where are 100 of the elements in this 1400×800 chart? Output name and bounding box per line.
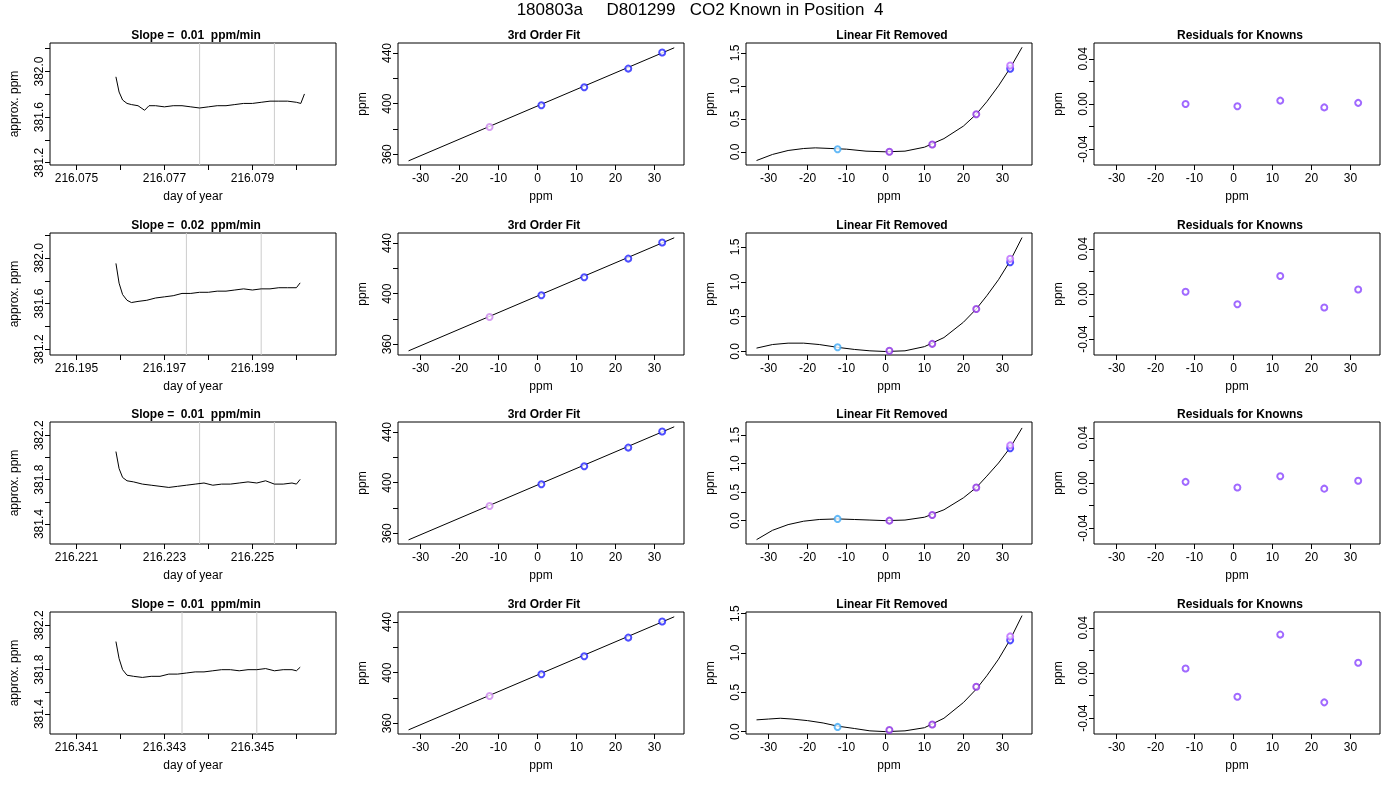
y-tick-label: -0.04 <box>1076 324 1090 353</box>
y-tick-label: 381.6 <box>32 287 46 319</box>
y-tick-label: 0.5 <box>728 110 742 128</box>
x-axis-title: ppm <box>877 189 901 203</box>
y-axis-title: ppm <box>1051 92 1065 116</box>
chart-title: Linear Fit Removed <box>836 407 948 421</box>
y-tick-label: 0.04 <box>1076 425 1090 450</box>
x-tick-label: 216.341 <box>54 739 99 754</box>
x-tick-label: 216.075 <box>54 171 99 185</box>
y-tick-label: 0.00 <box>1076 281 1090 306</box>
y-tick-label: 382.2 <box>32 419 46 451</box>
x-tick-label: 20 <box>956 550 971 564</box>
x-tick-label: 30 <box>1343 739 1358 754</box>
x-tick-label: -20 <box>798 171 817 185</box>
y-tick-label: 360 <box>380 333 394 354</box>
x-tick-label: -30 <box>1107 171 1126 185</box>
x-axis-title: ppm <box>529 189 553 203</box>
y-tick-label: 0.04 <box>1076 615 1090 639</box>
y-axis-title: ppm <box>1051 281 1065 306</box>
x-axis-title: ppm <box>1225 378 1249 393</box>
y-tick-label: 400 <box>380 282 394 304</box>
chart-title: Linear Fit Removed <box>836 217 948 232</box>
y-tick-label: 381.4 <box>32 508 46 540</box>
x-tick-label: -10 <box>837 360 856 375</box>
y-tick-label: 0.0 <box>728 143 742 161</box>
x-tick-label: -30 <box>759 171 778 185</box>
y-tick-label: 0.0 <box>728 722 742 740</box>
x-tick-label: -20 <box>1146 360 1165 375</box>
x-tick-label: 216.077 <box>142 171 187 185</box>
y-tick-label: 360 <box>380 144 394 165</box>
x-tick-label: 0 <box>534 739 542 754</box>
y-tick-label: 0.04 <box>1076 236 1090 260</box>
x-tick-label: -10 <box>1185 360 1204 375</box>
y-tick-label: 0.04 <box>1076 46 1090 71</box>
x-tick-label: 10 <box>1265 360 1280 375</box>
y-tick-label: 0.5 <box>728 483 742 501</box>
x-tick-label: 20 <box>1304 739 1319 754</box>
chart-title: Slope = 0.01 ppm/min <box>131 596 261 611</box>
y-axis-title: approx. ppm <box>7 70 21 138</box>
chart-title: 3rd Order Fit <box>507 28 581 42</box>
y-tick-label: 381.2 <box>32 147 46 178</box>
x-tick-label: 20 <box>608 171 623 185</box>
x-tick-label: 10 <box>917 739 932 754</box>
chart-title: Linear Fit Removed <box>836 28 948 42</box>
y-tick-label: -0.04 <box>1076 514 1090 542</box>
x-tick-label: 10 <box>569 171 584 185</box>
chart-title: Residuals for Knowns <box>1176 407 1304 421</box>
x-tick-label: 10 <box>917 360 932 375</box>
x-tick-label: 0 <box>534 171 542 185</box>
x-tick-label: -10 <box>489 171 508 185</box>
x-tick-label: -30 <box>411 171 430 185</box>
x-tick-label: 30 <box>647 360 662 375</box>
y-tick-label: 440 <box>380 42 394 64</box>
y-tick-label: 0.5 <box>728 307 742 325</box>
x-tick-label: 0 <box>882 550 890 564</box>
x-tick-label: 30 <box>995 739 1010 754</box>
x-tick-label: -30 <box>759 739 778 754</box>
x-tick-label: 0 <box>882 739 890 754</box>
y-tick-label: 0.0 <box>728 511 742 529</box>
x-tick-label: -30 <box>759 550 778 564</box>
y-tick-label: 381.8 <box>32 464 46 495</box>
x-tick-label: 30 <box>1343 171 1358 185</box>
x-tick-label: -20 <box>798 739 817 754</box>
x-tick-label: -10 <box>1185 550 1204 564</box>
y-axis-title: ppm <box>703 471 717 495</box>
x-tick-label: -20 <box>1146 550 1165 564</box>
x-axis-title: ppm <box>529 568 553 582</box>
y-tick-label: 360 <box>380 523 394 544</box>
y-tick-label: 1.5 <box>728 44 742 62</box>
y-axis-title: ppm <box>703 281 717 306</box>
x-tick-label: -20 <box>1146 739 1165 754</box>
x-tick-label: 20 <box>1304 360 1319 375</box>
x-tick-label: 10 <box>569 550 584 564</box>
chart-title: Slope = 0.01 ppm/min <box>131 407 261 421</box>
y-tick-label: 1.0 <box>728 454 742 472</box>
x-tick-label: -20 <box>450 550 469 564</box>
x-tick-label: -20 <box>450 739 469 754</box>
x-tick-label: 30 <box>647 739 662 754</box>
x-tick-label: -20 <box>450 171 469 185</box>
y-tick-label: 1.0 <box>728 77 742 95</box>
x-tick-label: 0 <box>534 360 542 375</box>
y-axis-title: approx. ppm <box>7 260 21 327</box>
x-tick-label: 30 <box>1343 550 1358 564</box>
x-tick-label: 0 <box>882 171 890 185</box>
x-tick-label: 0 <box>882 360 890 375</box>
y-tick-label: 400 <box>380 661 394 683</box>
y-tick-label: 381.2 <box>32 333 46 364</box>
y-tick-label: 381.4 <box>32 698 46 729</box>
x-tick-label: 20 <box>608 360 623 375</box>
x-axis-title: ppm <box>877 757 901 772</box>
x-tick-label: 30 <box>647 171 662 185</box>
x-axis-title: ppm <box>529 378 553 393</box>
x-tick-label: 10 <box>569 360 584 375</box>
x-tick-label: -10 <box>489 360 508 375</box>
y-axis-title: approx. ppm <box>7 639 21 706</box>
x-tick-label: 216.221 <box>54 550 99 564</box>
x-tick-label: 30 <box>995 550 1010 564</box>
y-tick-label: 0.5 <box>728 683 742 701</box>
x-tick-label: 20 <box>956 360 971 375</box>
chart-title: 3rd Order Fit <box>507 407 581 421</box>
